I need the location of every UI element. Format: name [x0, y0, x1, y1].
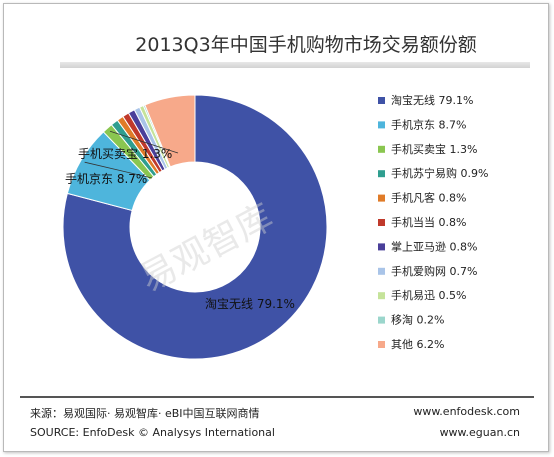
slice-label-2: 手机买卖宝 1.3%: [78, 147, 172, 161]
legend-label-8: 手机易迅 0.5%: [391, 288, 466, 302]
legend-swatch-10: [378, 341, 385, 348]
footer-divider: [20, 396, 534, 398]
legend-swatch-0: [378, 97, 385, 104]
legend-swatch-7: [378, 267, 385, 275]
legend-swatch-9: [378, 316, 385, 324]
legend-swatch-4: [378, 194, 385, 202]
legend-label-5: 手机当当 0.8%: [391, 215, 466, 229]
slice-0: [62, 94, 328, 360]
legend-label-4: 手机凡客 0.8%: [391, 191, 466, 205]
legend-label-2: 手机买卖宝 1.3%: [391, 142, 477, 156]
legend-label-3: 手机苏宁易购 0.9%: [391, 166, 488, 180]
leader-line-2: [109, 130, 179, 154]
legend-swatch-8: [378, 292, 385, 300]
source-en: SOURCE: EnfoDesk © Analysys Internationa…: [30, 426, 275, 439]
slice-10: [144, 94, 196, 168]
legend-swatch-3: [378, 170, 385, 178]
legend-swatch-6: [378, 243, 385, 251]
legend-swatch-5: [378, 219, 385, 226]
legend-label-7: 手机爱购网 0.7%: [391, 264, 477, 278]
slice-label-1: 手机京东 8.7%: [65, 172, 147, 186]
leader-line-1: [84, 161, 153, 179]
footer-url-enfodesk[interactable]: www.enfodesk.com: [413, 405, 520, 418]
source-cn: 来源：易观国际· 易观智库· eBI中国互联网商情: [30, 407, 260, 420]
slice-label-0: 淘宝无线 79.1%: [205, 297, 295, 311]
legend-label-10: 其他 6.2%: [391, 338, 444, 351]
title-underline: [60, 62, 530, 68]
legend-label-6: 掌上亚马逊 0.8%: [391, 239, 477, 253]
legend-label-9: 移淘 0.2%: [391, 314, 444, 327]
legend-swatch-1: [378, 121, 385, 129]
footer-url-eguan[interactable]: www.eguan.cn: [439, 426, 520, 439]
chart-title: 2013Q3年中国手机购物市场交易额份额: [135, 34, 477, 56]
legend-label-0: 淘宝无线 79.1%: [391, 93, 473, 107]
legend-swatch-2: [378, 145, 385, 153]
legend-label-1: 手机京东 8.7%: [391, 117, 466, 131]
